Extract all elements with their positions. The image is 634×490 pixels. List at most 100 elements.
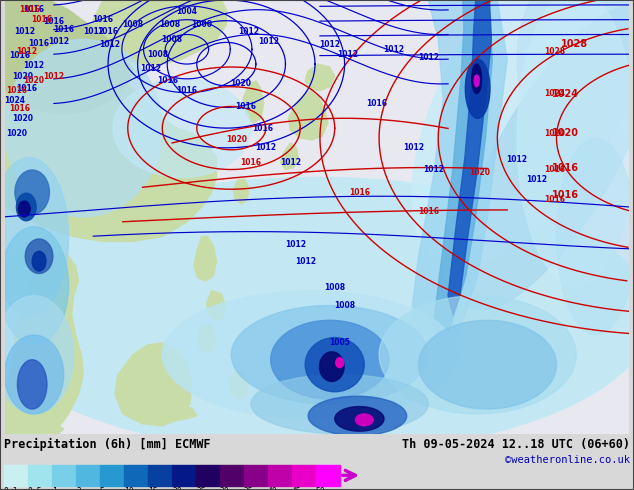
Text: 1012: 1012	[23, 61, 44, 70]
Ellipse shape	[162, 291, 458, 419]
Polygon shape	[207, 291, 225, 320]
Text: 1016: 1016	[240, 158, 261, 167]
Text: 1012: 1012	[418, 52, 439, 62]
Text: 1016: 1016	[366, 99, 387, 108]
Text: 1012: 1012	[507, 155, 527, 164]
Text: Th 09-05-2024 12..18 UTC (06+60): Th 09-05-2024 12..18 UTC (06+60)	[402, 438, 630, 451]
Ellipse shape	[231, 306, 429, 404]
Polygon shape	[4, 404, 63, 434]
Polygon shape	[4, 0, 133, 113]
Text: 1012: 1012	[238, 27, 259, 36]
Text: 1016: 1016	[552, 163, 579, 172]
Text: 1016: 1016	[53, 25, 74, 34]
Bar	[172, 465, 196, 486]
Text: 1016: 1016	[98, 27, 119, 36]
Text: 1012: 1012	[256, 144, 276, 152]
Text: 1028: 1028	[562, 39, 588, 49]
Text: 1016: 1016	[252, 123, 273, 133]
Text: 1028: 1028	[544, 47, 565, 56]
Ellipse shape	[17, 360, 47, 409]
Ellipse shape	[0, 227, 68, 345]
Polygon shape	[4, 0, 216, 242]
Text: 1012: 1012	[258, 37, 279, 46]
Text: Precipitation (6h) [mm] ECMWF: Precipitation (6h) [mm] ECMWF	[4, 438, 210, 451]
Ellipse shape	[15, 170, 49, 214]
Text: 40: 40	[268, 487, 278, 490]
Ellipse shape	[379, 295, 576, 414]
Polygon shape	[409, 0, 507, 355]
Text: 1008: 1008	[160, 20, 181, 29]
Ellipse shape	[4, 39, 162, 217]
Text: 35: 35	[244, 487, 254, 490]
Text: 1020: 1020	[226, 135, 247, 145]
Text: 1012: 1012	[280, 158, 301, 167]
Text: 1012: 1012	[16, 47, 37, 56]
Text: 1008: 1008	[147, 49, 168, 59]
Ellipse shape	[517, 0, 634, 158]
Polygon shape	[305, 64, 335, 91]
Ellipse shape	[25, 239, 53, 273]
Text: 1008: 1008	[162, 35, 183, 44]
Text: 1012: 1012	[285, 240, 306, 249]
Ellipse shape	[472, 64, 482, 94]
Text: 1012: 1012	[83, 27, 104, 36]
Text: 1020: 1020	[23, 76, 44, 85]
Text: 1008: 1008	[122, 20, 143, 29]
Bar	[316, 465, 340, 486]
Text: 1012: 1012	[320, 40, 340, 49]
Ellipse shape	[18, 201, 30, 217]
Text: 1012: 1012	[337, 49, 358, 59]
Polygon shape	[243, 81, 264, 123]
Text: 1012: 1012	[100, 40, 120, 49]
Ellipse shape	[474, 75, 479, 87]
Polygon shape	[230, 369, 249, 399]
Ellipse shape	[0, 158, 68, 316]
Ellipse shape	[557, 138, 634, 335]
Ellipse shape	[335, 407, 384, 431]
Polygon shape	[433, 0, 493, 345]
Text: 1016: 1016	[16, 84, 37, 93]
Text: 1004: 1004	[176, 7, 197, 16]
Text: 1016: 1016	[9, 50, 30, 60]
Text: 20: 20	[172, 487, 182, 490]
Text: 1020: 1020	[544, 128, 565, 138]
Text: 1024: 1024	[552, 89, 579, 98]
Text: 1016: 1016	[552, 190, 579, 200]
Bar	[4, 465, 28, 486]
Bar	[76, 465, 100, 486]
Text: 1016: 1016	[176, 86, 197, 95]
Text: 1020: 1020	[469, 168, 490, 177]
Text: 10: 10	[124, 487, 134, 490]
Text: 1020: 1020	[552, 128, 579, 138]
Polygon shape	[198, 325, 216, 353]
Ellipse shape	[320, 352, 344, 381]
Polygon shape	[194, 237, 216, 281]
Text: 1016: 1016	[9, 104, 30, 113]
Text: 1016: 1016	[32, 15, 53, 24]
Text: 1016: 1016	[6, 86, 27, 95]
Text: 1012: 1012	[295, 257, 316, 266]
Text: 1012: 1012	[14, 27, 35, 36]
Ellipse shape	[0, 177, 634, 453]
Text: 30: 30	[220, 487, 230, 490]
Ellipse shape	[251, 374, 429, 434]
Polygon shape	[448, 0, 491, 316]
Text: 1016: 1016	[418, 207, 439, 217]
Text: 50: 50	[316, 487, 326, 490]
Polygon shape	[143, 404, 197, 422]
Ellipse shape	[0, 295, 74, 414]
Polygon shape	[84, 0, 226, 64]
Bar	[244, 465, 268, 486]
Text: 1024: 1024	[544, 89, 565, 98]
Bar	[28, 465, 52, 486]
Text: 1016: 1016	[23, 5, 44, 14]
Text: 1012: 1012	[43, 73, 65, 81]
Text: 1012: 1012	[140, 65, 161, 74]
Polygon shape	[288, 91, 328, 140]
Text: 1016: 1016	[236, 102, 257, 111]
Ellipse shape	[4, 335, 63, 414]
Text: 1016: 1016	[157, 76, 178, 85]
Text: 1012: 1012	[403, 144, 424, 152]
Text: 1020: 1020	[231, 79, 252, 88]
Ellipse shape	[412, 0, 634, 265]
